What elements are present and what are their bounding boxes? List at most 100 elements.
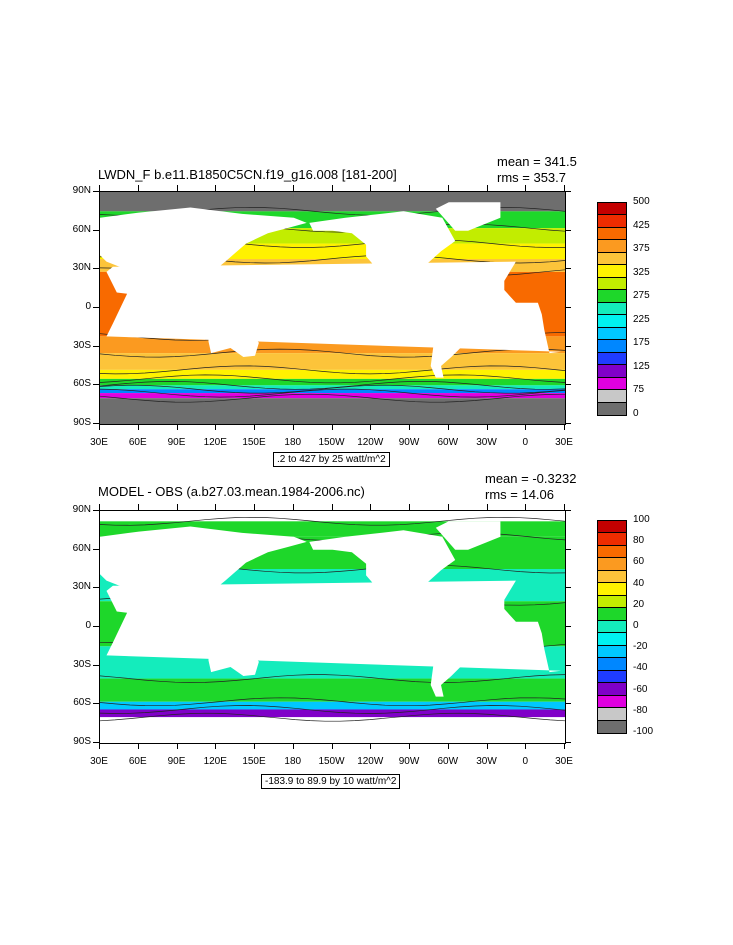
land-mask [190, 291, 204, 307]
lon-tick-label: 180 [284, 437, 302, 448]
field-band [100, 398, 565, 424]
lat-tick-mark [93, 626, 99, 627]
field-band [100, 369, 565, 379]
lon-tick-label: 0 [522, 756, 529, 767]
lon-tick-mark [564, 504, 565, 510]
contour-line [100, 348, 565, 358]
lon-tick-mark [292, 424, 294, 430]
lon-tick-mark [215, 185, 217, 191]
panel-2-contour-info: -183.9 to 89.9 by 10 watt/m^2 [261, 774, 401, 789]
field-band [100, 511, 565, 522]
lon-tick-label: 120W [357, 437, 384, 448]
colorbar-swatch [597, 389, 627, 403]
colorbar-swatch [597, 619, 627, 634]
lon-tick-mark [215, 424, 217, 430]
lon-tick-mark [564, 424, 565, 430]
lon-tick-mark [254, 504, 255, 510]
lat-tick-label: 60S [73, 697, 91, 709]
land-mask [100, 526, 307, 617]
panel-2-rms: rms = 14.06 [485, 487, 555, 502]
lat-tick-mark [93, 345, 99, 347]
panel-1-contour-info: .2 to 427 by 25 watt/m^2 [273, 452, 390, 467]
lon-tick-label: 150E [242, 756, 266, 767]
map-canvas [100, 192, 565, 424]
panel-1-mean: mean = 341.5 [497, 154, 577, 169]
colorbar-label: 100 [633, 514, 650, 525]
lon-tick-mark [447, 424, 449, 430]
lon-tick-mark [447, 743, 449, 749]
lon-tick-label: 90E [167, 756, 186, 767]
lat-tick-mark [565, 229, 571, 231]
lat-tick-mark [565, 548, 571, 550]
lat-tick-mark [565, 742, 571, 743]
lon-tick-mark [564, 743, 565, 749]
lon-tick-mark [292, 743, 294, 749]
colorbar-swatch [597, 694, 627, 709]
contour-line [100, 705, 565, 714]
colorbar-label: 75 [633, 384, 645, 396]
field-band [100, 378, 565, 386]
field-band [100, 709, 565, 718]
lat-tick-mark [565, 307, 571, 308]
colorbar-label: -80 [633, 704, 648, 716]
colorbar-swatch [597, 289, 627, 303]
lon-tick-mark [215, 743, 217, 749]
lon-tick-mark [370, 743, 372, 749]
contour-line [100, 374, 565, 384]
colorbar-label: 40 [633, 577, 645, 589]
lon-tick-mark [254, 424, 255, 430]
lat-tick-label: 60N [72, 223, 91, 235]
lat-tick-mark [93, 268, 99, 270]
lat-tick-mark [93, 423, 99, 424]
lon-tick-mark [486, 424, 488, 430]
colorbar-label: -20 [633, 641, 648, 653]
colorbar-label: 60 [633, 556, 645, 568]
land-mask [309, 211, 456, 298]
lon-tick-label: 120E [203, 437, 227, 448]
lon-tick-label: 180 [284, 756, 302, 767]
colorbar-swatch [597, 569, 627, 584]
lon-tick-mark [292, 185, 294, 191]
lon-tick-label: 60W [437, 437, 459, 448]
field-band [100, 353, 565, 370]
lat-tick-label: 60N [72, 542, 91, 554]
lon-tick-label: 60W [437, 756, 459, 767]
land-mask [190, 610, 204, 626]
lat-tick-label: 30S [73, 339, 91, 351]
lon-tick-label: 30W [476, 437, 497, 448]
lon-tick-mark [176, 743, 178, 749]
colorbar-swatch [597, 202, 627, 216]
lon-tick-mark [137, 743, 139, 749]
lon-tick-mark [525, 185, 527, 191]
lon-tick-mark [99, 504, 100, 510]
colorbar-label: 0 [633, 620, 639, 631]
lon-tick-label: 150W [318, 756, 345, 767]
lon-tick-mark [331, 504, 333, 510]
lat-tick-mark [565, 626, 571, 627]
lon-tick-mark [292, 504, 294, 510]
lon-tick-mark [409, 743, 410, 749]
lat-tick-mark [565, 268, 571, 270]
colorbar-swatch [597, 226, 627, 241]
field-band [100, 389, 565, 394]
lon-tick-mark [486, 743, 488, 749]
lat-tick-mark [565, 664, 571, 666]
field-band [100, 701, 565, 710]
lon-tick-mark [447, 185, 449, 191]
colorbar-label: 20 [633, 598, 645, 610]
lat-tick-label: 90S [73, 417, 91, 428]
colorbar-swatch [597, 351, 627, 366]
colorbar-label: 500 [633, 196, 650, 207]
lon-tick-label: 90W [398, 756, 420, 767]
lon-tick-mark [254, 185, 255, 191]
lat-tick-mark [565, 510, 571, 511]
lon-tick-mark [525, 424, 527, 430]
lon-tick-mark [331, 185, 333, 191]
lat-tick-mark [93, 587, 99, 589]
lat-tick-label: 90N [72, 185, 91, 196]
lat-tick-mark [93, 742, 99, 743]
lat-tick-label: 30N [72, 581, 91, 593]
lat-tick-mark [93, 664, 99, 666]
colorbar-swatch [597, 682, 627, 696]
lat-tick-mark [565, 703, 571, 705]
